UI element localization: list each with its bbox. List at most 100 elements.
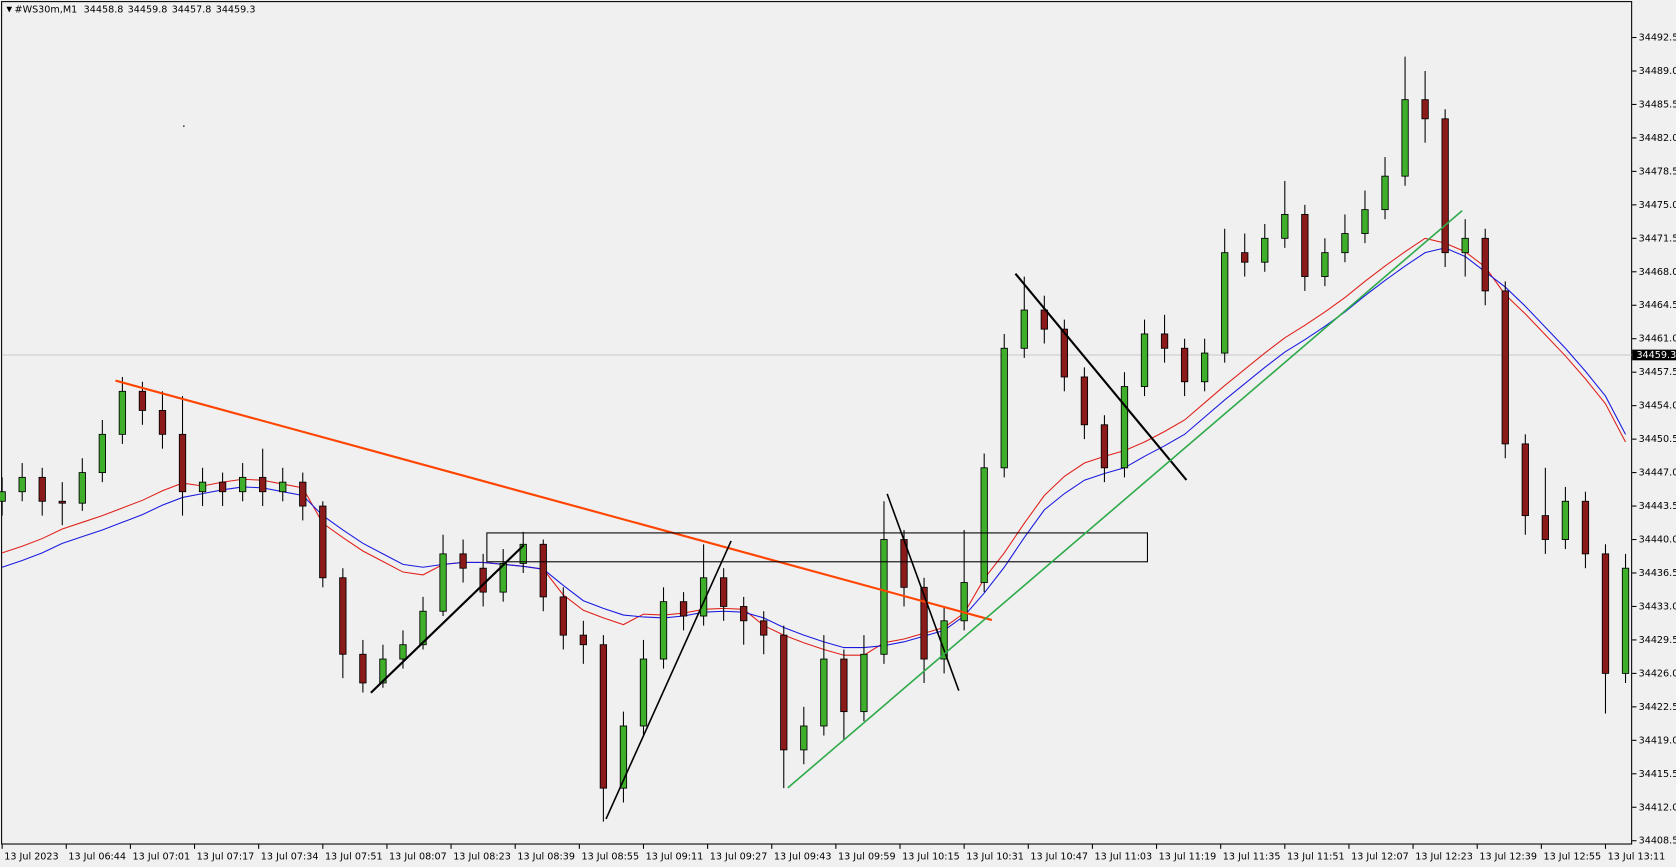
candle-body <box>18 476 26 493</box>
candle-body <box>1441 118 1449 254</box>
candle-body <box>1120 386 1129 469</box>
candle-body <box>1040 309 1048 330</box>
last-price-label: 34459.3 <box>1636 350 1676 361</box>
candle-body <box>399 644 407 660</box>
trend-line <box>787 209 1463 789</box>
candle-body <box>780 634 788 751</box>
y-tick-label: 34485.5 <box>1639 99 1676 110</box>
x-tick-label: 13 Jul 07:34 <box>261 851 319 862</box>
y-tick-label: 34478.5 <box>1639 166 1676 177</box>
dot <box>183 125 185 127</box>
candle-body <box>1201 352 1209 383</box>
candle-body <box>519 543 527 564</box>
trend-line <box>370 544 525 694</box>
x-tick-label: 13 Jul 12:55 <box>1543 851 1601 862</box>
y-tick-label: 34429.5 <box>1639 635 1676 646</box>
candle-body <box>259 476 267 493</box>
plot-frame <box>1 1 1633 845</box>
x-tick-label: 13 Jul 11:51 <box>1287 851 1345 862</box>
candle-body <box>239 476 247 493</box>
drawings <box>115 125 1463 820</box>
candle-body <box>1241 252 1249 263</box>
y-tick-label: 34468.0 <box>1639 267 1676 278</box>
x-tick-label: 13 Jul 09:11 <box>646 851 704 862</box>
y-tick-label: 34436.5 <box>1639 568 1676 579</box>
candle-body <box>740 606 748 622</box>
candle-body <box>198 481 207 493</box>
candle-body <box>1381 175 1389 211</box>
candle-body <box>178 433 187 493</box>
x-tick-label: 13 Jul 09:43 <box>774 851 832 862</box>
x-tick-label: 13 Jul 08:07 <box>389 851 447 862</box>
candle-body <box>539 543 547 598</box>
chart-header: ▼ #WS30m,M1 34458.8 34459.8 34457.8 34459.3 <box>6 5 255 16</box>
candle-body <box>1461 237 1469 254</box>
candle-body <box>1401 99 1409 177</box>
candle-body <box>58 500 66 504</box>
y-tick-label: 34450.5 <box>1639 434 1676 445</box>
x-tick-label: 13 Jul 12:07 <box>1351 851 1409 862</box>
x-tick-label: 13 Jul 13:11 <box>1608 851 1666 862</box>
candle-body <box>920 586 928 660</box>
candle-body <box>439 553 447 612</box>
candle-body <box>379 658 387 684</box>
candle-body <box>760 620 768 636</box>
candle-body <box>419 610 427 646</box>
x-tick-label: 13 Jul 11:03 <box>1095 851 1153 862</box>
candle-body <box>499 562 507 593</box>
candle-body <box>1080 376 1089 426</box>
candle-body <box>1000 347 1008 469</box>
candle-body <box>1100 424 1109 469</box>
y-tick-label: 34426.0 <box>1639 668 1676 679</box>
candle-body <box>1060 328 1068 378</box>
candle-body <box>599 644 608 789</box>
candle-body <box>118 390 127 435</box>
y-tick-label: 34422.5 <box>1639 702 1676 713</box>
x-tick-label: 13 Jul 10:31 <box>966 851 1024 862</box>
candle-body <box>720 577 728 607</box>
y-tick-label: 34489.0 <box>1639 66 1676 77</box>
candle-body <box>1581 500 1590 555</box>
x-tick-label: 13 Jul 06:44 <box>68 851 126 862</box>
candle-body <box>98 433 106 474</box>
candle-body <box>158 410 167 435</box>
candle-body <box>1281 213 1289 239</box>
x-tick-label: 13 Jul 12:23 <box>1415 851 1473 862</box>
last-price-tag <box>1632 349 1676 361</box>
candle-body <box>1301 213 1309 277</box>
x-tick-label: 13 Jul 07:01 <box>133 851 191 862</box>
candle-body <box>880 539 888 655</box>
y-tick-label: 34447.0 <box>1639 468 1676 479</box>
trend-line <box>115 379 993 622</box>
x-tick-label: 13 Jul 07:17 <box>197 851 255 862</box>
candle-body <box>339 577 347 655</box>
candle-body <box>1421 99 1429 120</box>
candle-body <box>1361 209 1369 234</box>
x-tick-label: 13 Jul 12:39 <box>1479 851 1537 862</box>
x-tick-label: 13 Jul 08:55 <box>581 851 639 862</box>
x-tick-label: 13 Jul 2023 <box>4 851 58 862</box>
symbol: #WS30m,M1 <box>15 5 78 16</box>
header-high: 34459.8 <box>128 5 168 16</box>
candle-body <box>1020 309 1028 349</box>
y-tick-label: 34454.0 <box>1639 401 1676 412</box>
candle-body <box>1321 252 1329 277</box>
candle-body <box>459 553 467 569</box>
y-tick-label: 34440.0 <box>1639 535 1676 546</box>
candle-body <box>1221 252 1229 354</box>
candle-body <box>820 658 828 727</box>
candle-body <box>1261 237 1269 263</box>
candle-body <box>1140 333 1149 387</box>
x-tick-label: 13 Jul 11:19 <box>1159 851 1217 862</box>
candle-body <box>659 601 668 660</box>
candle-body <box>1601 553 1610 674</box>
candle-body <box>579 634 587 646</box>
candle-body <box>619 725 628 789</box>
candle-body <box>0 491 6 502</box>
header-low: 34457.8 <box>172 5 212 16</box>
y-tick-label: 34492.5 <box>1639 33 1676 44</box>
y-tick-label: 34471.5 <box>1639 233 1676 244</box>
y-tick-label: 34415.5 <box>1639 769 1676 780</box>
